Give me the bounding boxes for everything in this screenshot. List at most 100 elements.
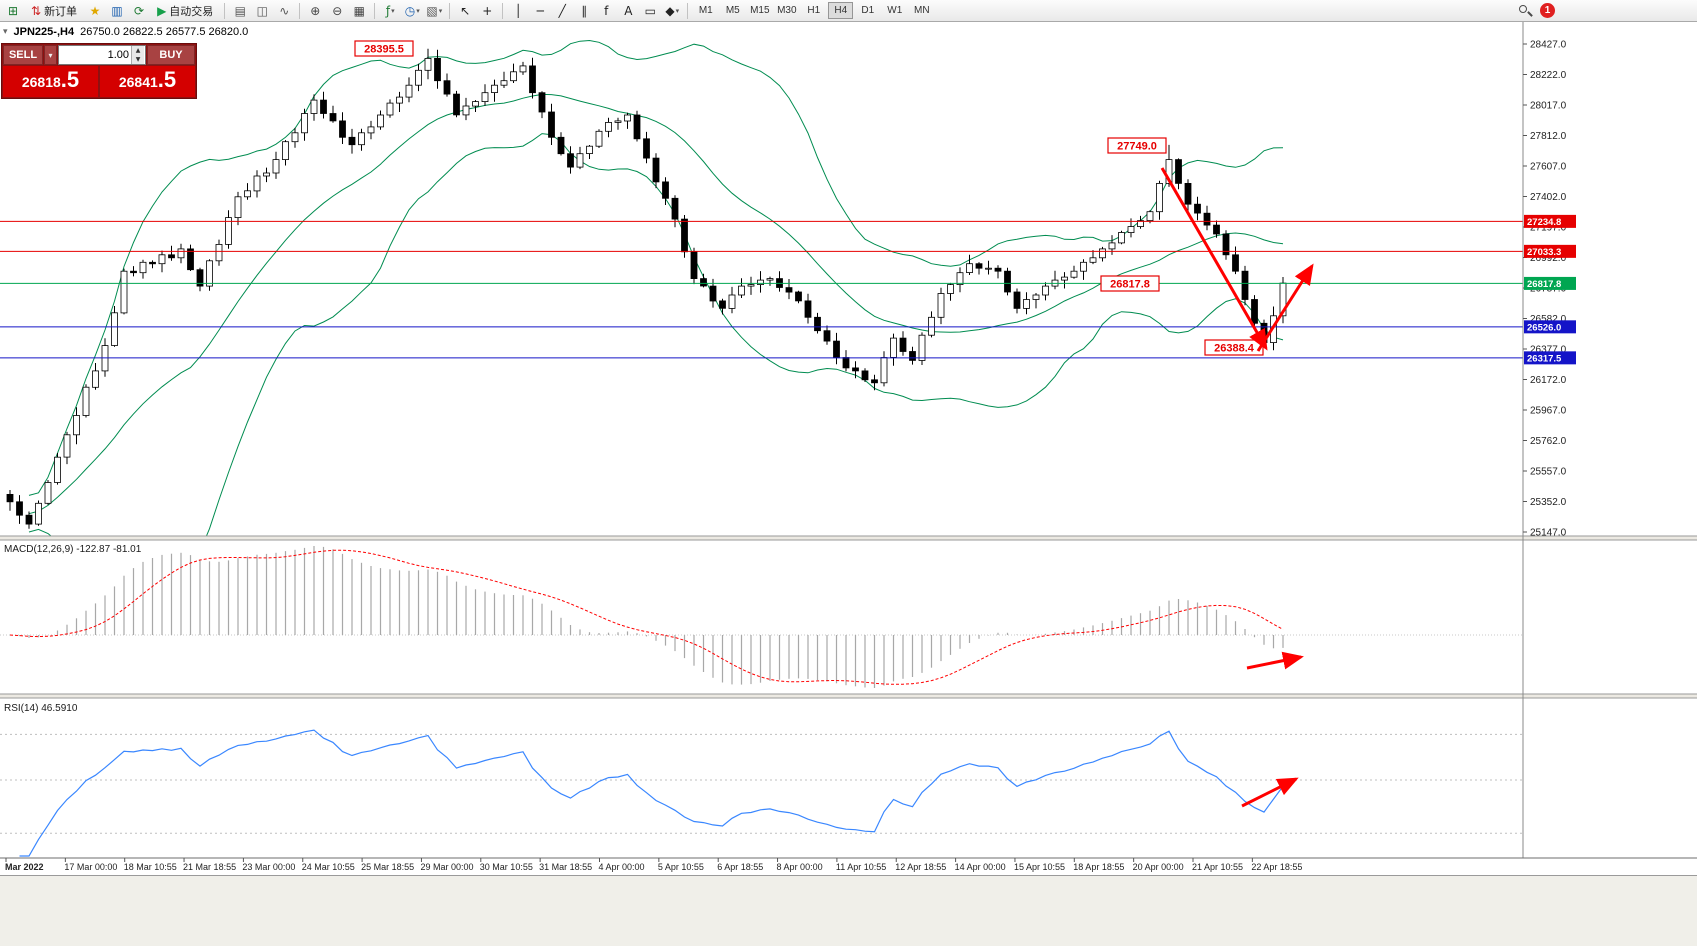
add-indicator-icon[interactable]: ƒ ▾ <box>380 2 400 20</box>
rsi-line <box>19 729 1284 857</box>
macd-label: MACD(12,26,9) -122.87 -81.01 <box>4 544 142 555</box>
price-axis-label: 28222.0 <box>1530 70 1567 81</box>
one-click-trading-panel: SELL ▾ ▲ ▼ BUY 26818 .5 26841 .5 <box>1 43 197 99</box>
time-axis-label: 31 Mar 18:55 <box>539 862 592 872</box>
bar-chart-icon[interactable]: ▤ <box>230 2 250 20</box>
trend-arrow[interactable] <box>1246 651 1304 670</box>
new-order-button-label: 新订单 <box>44 5 78 18</box>
period-clock-icon-glyph: ◷ <box>404 3 416 18</box>
vertical-line-icon-glyph: │ <box>514 3 522 18</box>
channel-icon[interactable]: ∥ <box>574 2 594 20</box>
template-icon-glyph: ▧ <box>426 3 438 18</box>
channel-icon-glyph: ∥ <box>581 3 588 18</box>
price-axis-label: 27607.0 <box>1530 162 1567 173</box>
price-axis-label: 28017.0 <box>1530 101 1567 112</box>
price-axis-label: 25557.0 <box>1530 467 1567 478</box>
chart-axes: 28427.0 28222.0 28017.0 27812.0 27607.0 27402… <box>0 22 1697 872</box>
timeframe-h1[interactable]: H1 <box>807 5 821 16</box>
one-click-toggle-icon[interactable]: ▾ <box>3 27 8 37</box>
panel-separators[interactable] <box>0 535 1697 699</box>
search-icon[interactable] <box>1516 2 1534 20</box>
alert-icon[interactable]: ★ <box>85 2 105 20</box>
price-axis-label: 26172.0 <box>1530 375 1567 386</box>
time-axis-label: 25 Mar 18:55 <box>361 862 414 872</box>
template-icon[interactable]: ▧ ▾ <box>424 2 444 20</box>
time-axis-label: 30 Mar 10:55 <box>480 862 533 872</box>
line-chart-icon[interactable]: ∿ <box>274 2 294 20</box>
status-area <box>0 875 1697 946</box>
price-axis-label: 26992.0 <box>1530 253 1567 264</box>
new-chart-icon[interactable]: ⊞ <box>3 2 23 20</box>
autotrading-button[interactable]: ▶ 自动交易 <box>151 2 219 20</box>
timeframe-mn[interactable]: MN <box>914 5 930 16</box>
toolbar-separator <box>687 2 689 19</box>
autotrading-button-label: 自动交易 <box>169 5 214 18</box>
timeframe-w1[interactable]: W1 <box>887 5 903 16</box>
chart-canvas[interactable]: 457.880.00-276.76 1008050150 28427.0 2822… <box>0 22 1697 875</box>
text-icon[interactable]: A <box>618 2 638 20</box>
candles <box>6 48 1287 529</box>
new-order-button[interactable]: ⇅ 新订单 <box>25 2 83 20</box>
chart-header: ▾ JPN225-,H4 26750.0 26822.5 26577.5 268… <box>3 26 248 38</box>
shapes-icon[interactable]: ◆ ▾ <box>662 2 682 20</box>
price-tag: 26817.8 <box>1524 276 1576 290</box>
time-axis-label: 8 Apr 00:00 <box>777 862 823 872</box>
notification-badge[interactable]: 1 <box>1540 3 1555 18</box>
market-watch-icon[interactable]: ▥ <box>107 2 127 20</box>
price-tag: 27033.3 <box>1524 244 1576 258</box>
buy-button[interactable]: BUY <box>147 45 195 65</box>
time-axis-label: 17 Mar 00:00 <box>64 862 117 872</box>
sell-price[interactable]: 26818 .5 <box>3 66 98 97</box>
price-annotation[interactable]: 26817.8 <box>1100 275 1160 292</box>
zoom-in-icon[interactable]: ⊕ <box>305 2 325 20</box>
time-axis-label: 24 Mar 10:55 <box>302 862 355 872</box>
time-axis-label: 18 Mar 10:55 <box>124 862 177 872</box>
trendline-icon-glyph: ╱ <box>558 3 566 18</box>
trend-arrow[interactable] <box>1256 263 1314 352</box>
price-annotation[interactable]: 27749.0 <box>1107 137 1167 154</box>
period-clock-icon[interactable]: ◷ ▾ <box>402 2 422 20</box>
toolbar-separator <box>224 2 226 19</box>
timeframe-d1[interactable]: D1 <box>861 5 875 16</box>
timeframe-h4[interactable]: H4 <box>828 2 854 19</box>
bollinger-middle-band <box>28 93 1284 515</box>
timeframe-m5[interactable]: M5 <box>725 5 740 16</box>
volume-down-button[interactable]: ▼ <box>132 55 144 64</box>
volume-up-button[interactable]: ▲ <box>132 46 144 55</box>
horizontal-line-icon[interactable]: ─ <box>530 2 550 20</box>
tile-windows-icon[interactable]: ▦ <box>349 2 369 20</box>
fibonacci-icon[interactable]: f <box>596 2 616 20</box>
refresh-icon[interactable]: ⟳ <box>129 2 149 20</box>
trend-arrow[interactable] <box>1160 167 1268 351</box>
add-indicator-icon-glyph: ƒ <box>385 3 391 18</box>
refresh-icon-glyph: ⟳ <box>134 3 145 18</box>
trendline-icon[interactable]: ╱ <box>552 2 572 20</box>
vertical-line-icon[interactable]: │ <box>508 2 528 20</box>
time-axis-label: 14 Apr 00:00 <box>955 862 1006 872</box>
trend-arrow[interactable] <box>1241 777 1299 808</box>
price-axis-label: 27402.0 <box>1530 192 1567 203</box>
tile-windows-icon-glyph: ▦ <box>353 3 365 18</box>
toolbar-separator <box>299 2 301 19</box>
sell-button[interactable]: SELL <box>3 45 43 65</box>
candlestick-chart-icon[interactable]: ◫ <box>252 2 272 20</box>
price-annotation[interactable]: 28395.5 <box>354 40 414 57</box>
crosshair-icon[interactable]: + <box>477 2 497 20</box>
toolbar-right-group: 1 <box>1516 2 1555 20</box>
price-annotation[interactable]: 26388.4 <box>1204 339 1264 356</box>
price-tag: 27234.8 <box>1524 214 1576 228</box>
volume-input[interactable] <box>59 46 131 64</box>
price-axis-label: 28427.0 <box>1530 40 1567 51</box>
svg-text:27033.3: 27033.3 <box>1527 247 1561 258</box>
cursor-icon[interactable]: ↖ <box>455 2 475 20</box>
sell-price-main: 26818 <box>21 74 61 90</box>
timeframe-m15[interactable]: M15 <box>750 5 770 16</box>
buy-price[interactable]: 26841 .5 <box>100 66 195 97</box>
chart-objects: 28395.5 27749.0 26817.8 26388.4 <box>354 40 1314 808</box>
svg-text:26388.4: 26388.4 <box>1214 343 1255 355</box>
sell-dropdown-icon[interactable]: ▾ <box>44 45 57 65</box>
zoom-out-icon[interactable]: ⊖ <box>327 2 347 20</box>
label-icon[interactable]: ▭ <box>640 2 660 20</box>
timeframe-m1[interactable]: M1 <box>698 5 713 16</box>
timeframe-m30[interactable]: M30 <box>777 5 797 16</box>
